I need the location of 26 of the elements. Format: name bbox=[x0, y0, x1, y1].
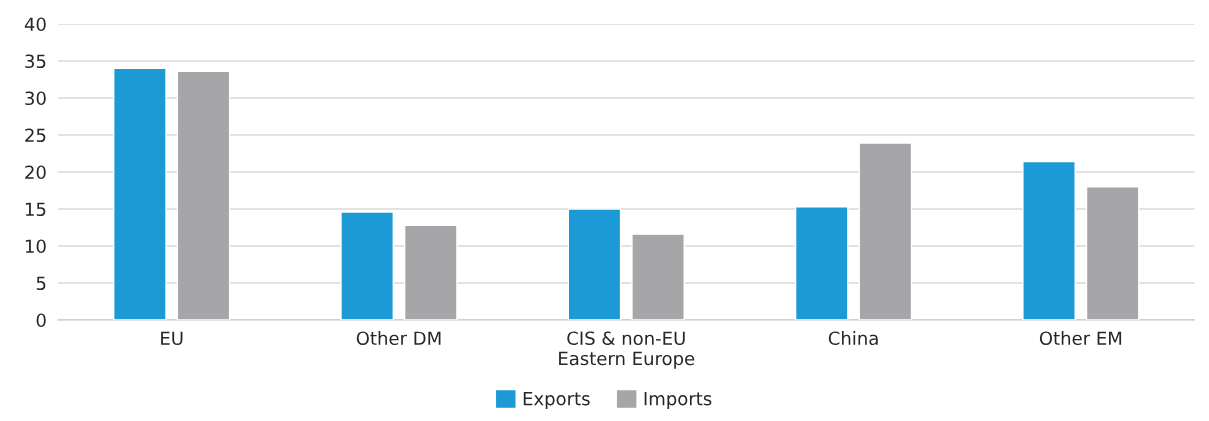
bar bbox=[1022, 160, 1076, 320]
y-tick-label: 25 bbox=[25, 128, 46, 143]
x-tick-label: CIS & non-EU Eastern Europe bbox=[559, 331, 695, 369]
y-tick-label: 20 bbox=[25, 165, 46, 180]
y-tick-label: 10 bbox=[25, 239, 46, 254]
bar bbox=[176, 70, 231, 320]
x-tick-label: Other DM bbox=[356, 331, 441, 346]
bar bbox=[403, 224, 458, 320]
y-tick-label: 40 bbox=[24, 17, 46, 32]
y-tick-label: 15 bbox=[25, 202, 46, 217]
x-tick-label: EU bbox=[161, 331, 183, 346]
bar bbox=[567, 208, 622, 320]
bar bbox=[631, 233, 685, 320]
legend-label: Imports bbox=[644, 392, 712, 409]
bar bbox=[113, 67, 167, 320]
x-tick-label: Other EM bbox=[1039, 331, 1122, 346]
y-tick-label: 5 bbox=[36, 276, 46, 291]
bar bbox=[794, 206, 849, 320]
legend-label: Exports bbox=[523, 392, 590, 409]
y-tick-label: 35 bbox=[25, 54, 46, 69]
x-tick-label: China bbox=[828, 331, 878, 346]
y-tick-label: 0 bbox=[36, 313, 46, 328]
y-tick-label: 30 bbox=[25, 91, 46, 106]
bar bbox=[1085, 186, 1140, 320]
bar bbox=[858, 142, 913, 320]
bar bbox=[340, 211, 394, 320]
